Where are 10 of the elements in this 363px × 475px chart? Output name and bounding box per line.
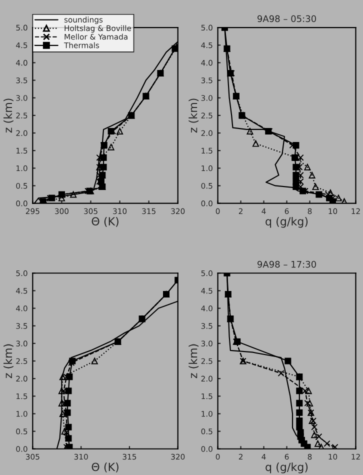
x-axis-title: q (g/kg) xyxy=(266,462,308,474)
y-axis-title: z (km) xyxy=(4,344,14,378)
chart-title: 9A98 – 17:30 xyxy=(258,260,316,268)
x-axis-title: q (g/kg) xyxy=(266,216,308,228)
x-axis-title: Θ (K) xyxy=(92,216,118,227)
x-axis-title: Θ (K) xyxy=(92,462,118,472)
chart-title: 9A98 – 05:30 xyxy=(258,15,316,22)
y-axis-title: z (km) xyxy=(4,98,14,133)
y-axis-title: z (km) xyxy=(188,98,199,133)
y-axis-title: z (km) xyxy=(188,344,199,378)
